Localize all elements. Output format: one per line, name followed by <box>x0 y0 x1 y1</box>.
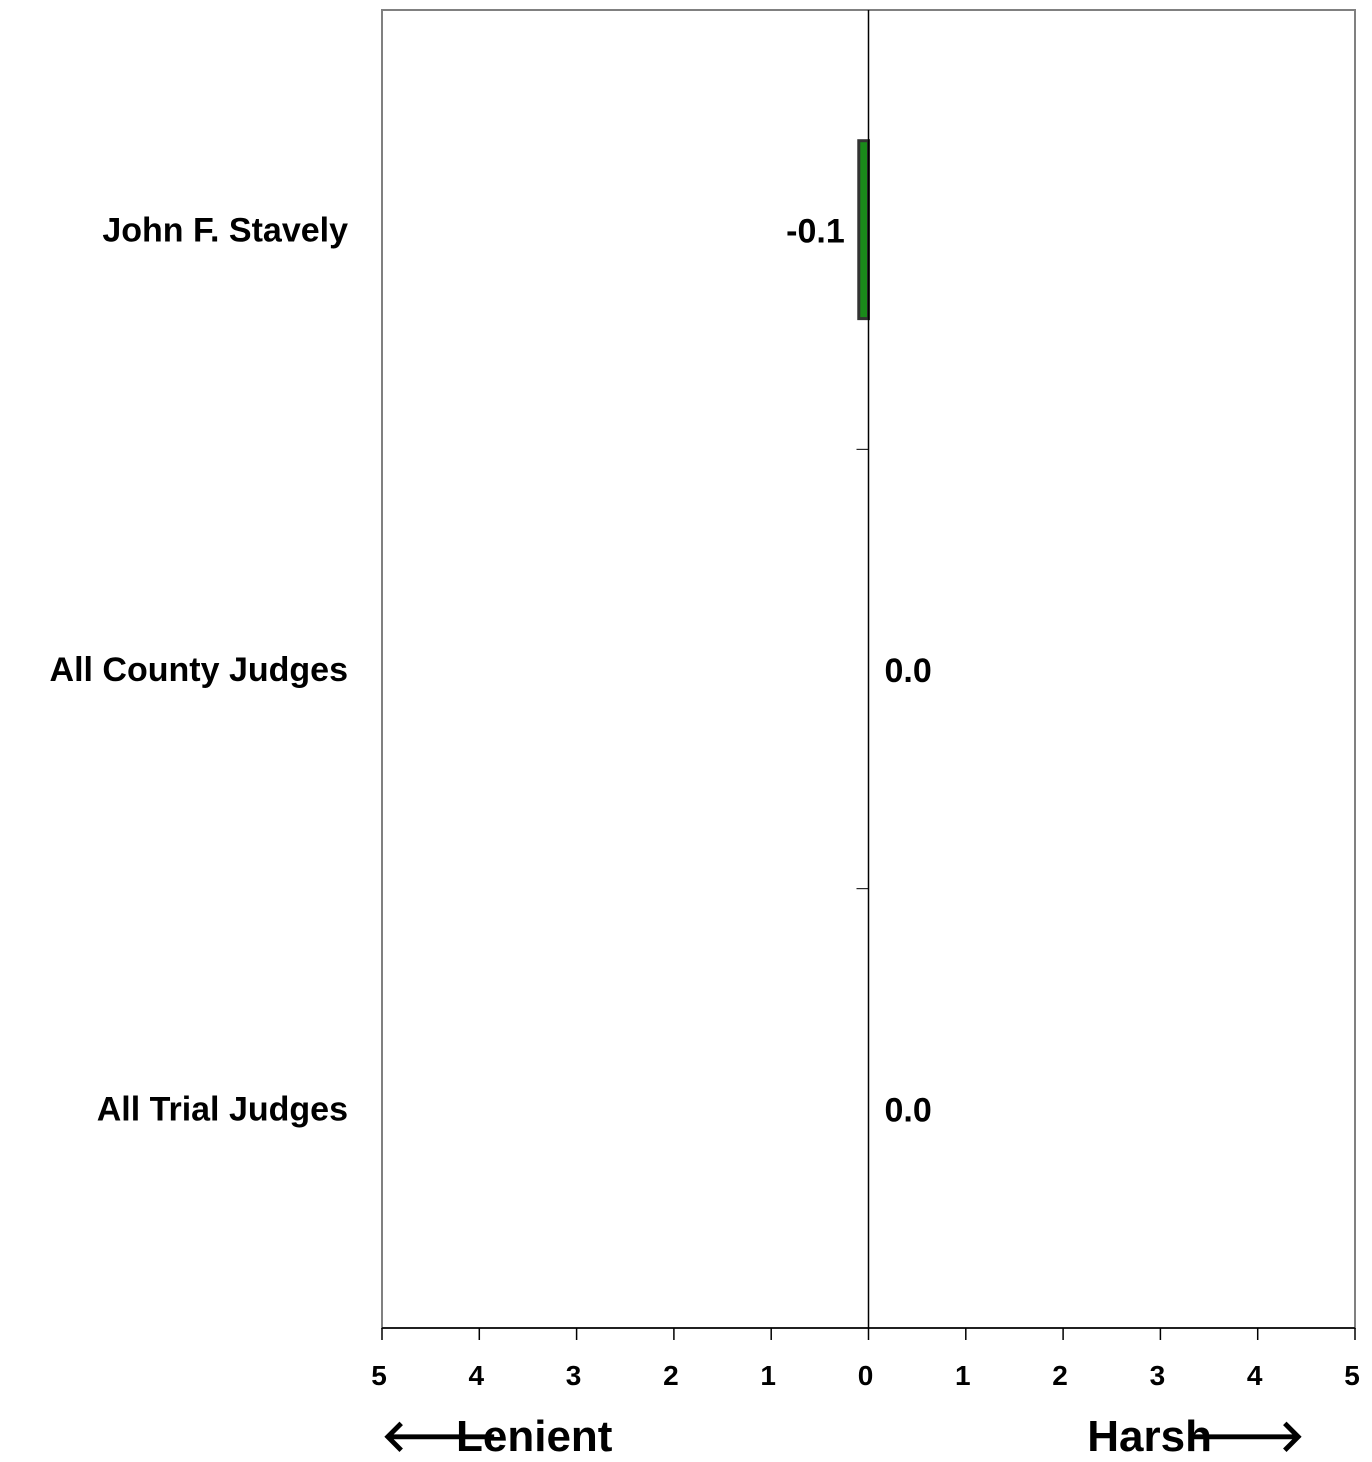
category-label: All Trial Judges <box>97 1090 348 1128</box>
x-tick-label: 2 <box>663 1360 679 1391</box>
x-tick-label: 0 <box>858 1360 874 1391</box>
data-label: 0.0 <box>885 652 932 690</box>
x-tick-label: 4 <box>469 1360 485 1391</box>
x-tick-label: 1 <box>955 1360 971 1391</box>
x-tick-label: 5 <box>1344 1360 1360 1391</box>
x-tick-label: 3 <box>1150 1360 1166 1391</box>
bar <box>857 139 871 321</box>
value-axis: 5 4 3 2 1 0 1 2 3 4 5 <box>371 10 1360 1391</box>
data-label: -0.1 <box>786 213 845 251</box>
x-tick-label: 3 <box>566 1360 582 1391</box>
category-label: John F. Stavely <box>102 212 348 250</box>
data-label: 0.0 <box>885 1091 932 1129</box>
category-label: All County Judges <box>50 651 348 689</box>
x-tick-label: 5 <box>371 1360 387 1391</box>
direction-labels: 🡐 Lenient Harsh 🡒 <box>381 1412 1305 1461</box>
x-tick-label: 2 <box>1052 1360 1068 1391</box>
lenient-label: Lenient <box>456 1412 613 1457</box>
harsh-arrow-icon: 🡒 <box>1187 1412 1305 1457</box>
x-tick-label: 4 <box>1247 1360 1263 1391</box>
lenient-arrow-icon: 🡐 <box>381 1412 499 1457</box>
x-tick-label: 1 <box>760 1360 776 1391</box>
category-axis: John F. Stavely All County Judges All Tria… <box>50 212 349 1129</box>
harsh-label: Harsh <box>1087 1412 1212 1457</box>
